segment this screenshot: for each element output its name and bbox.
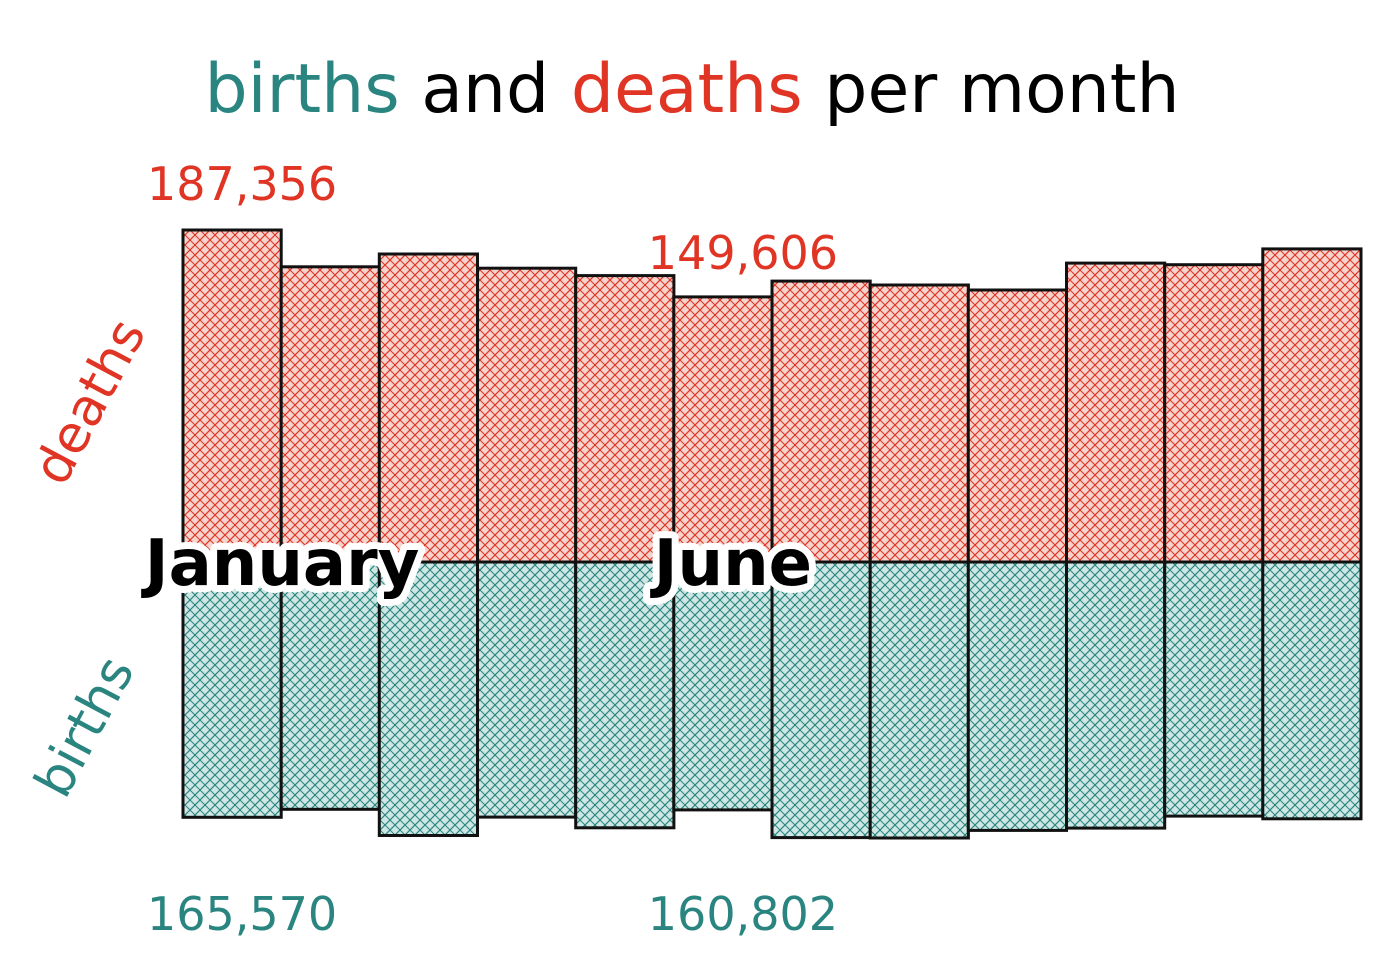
month-label-june: June xyxy=(650,527,812,601)
bar-births-june xyxy=(672,560,774,812)
bar-deaths-november xyxy=(1163,263,1265,564)
bar-deaths-october xyxy=(1065,261,1167,564)
bar-deaths-january xyxy=(181,228,283,564)
value-label-deaths-january: 187,356 xyxy=(147,157,337,211)
value-label-births-january: 165,570 xyxy=(147,887,337,941)
bar-births-september xyxy=(966,560,1068,832)
bar-births-january xyxy=(181,560,283,819)
bar-births-april xyxy=(476,560,578,819)
bar-deaths-february xyxy=(279,265,381,564)
bar-births-august xyxy=(868,560,970,840)
bar-deaths-june xyxy=(672,295,774,564)
bar-deaths-september xyxy=(966,288,1068,564)
bar-births-october xyxy=(1065,560,1167,830)
month-label-halo-june: June xyxy=(650,527,812,601)
bar-births-march xyxy=(377,560,479,837)
bar-births-july xyxy=(770,560,872,840)
title-part-0: births xyxy=(204,50,399,129)
axis-label-deaths: deaths xyxy=(22,310,158,495)
title-part-3: per month xyxy=(803,50,1180,129)
bar-deaths-march xyxy=(377,252,479,564)
title-part-1: and xyxy=(400,50,571,129)
month-label-january: January xyxy=(141,527,420,601)
title-part-2: deaths xyxy=(571,50,803,129)
bar-deaths-july xyxy=(770,279,872,564)
value-label-deaths-june: 149,606 xyxy=(648,226,838,280)
bar-births-november xyxy=(1163,560,1265,818)
value-label-births-june: 160,802 xyxy=(648,887,838,941)
bar-births-december xyxy=(1261,560,1363,821)
chart-title: births and deaths per month xyxy=(204,50,1179,129)
chart-title-text: births and deaths per month xyxy=(204,50,1179,129)
bar-deaths-december xyxy=(1261,247,1363,564)
axis-label-births: births xyxy=(23,647,146,807)
bar-deaths-august xyxy=(868,283,970,564)
bars xyxy=(181,228,1363,840)
bar-births-may xyxy=(574,560,676,830)
value-labels: 187,356 149,606 165,570 160,802 xyxy=(147,157,838,941)
bar-deaths-april xyxy=(476,266,578,564)
month-label-halo-january: January xyxy=(141,527,420,601)
bar-deaths-may xyxy=(574,274,676,564)
